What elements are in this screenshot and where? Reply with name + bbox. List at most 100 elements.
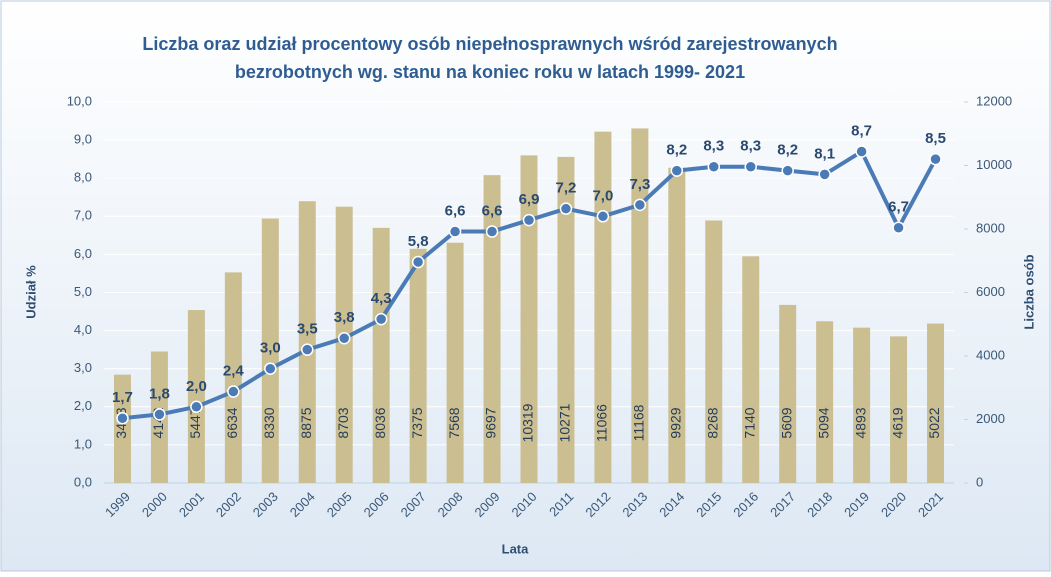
line-label: 6,9 <box>519 191 540 208</box>
y-tick-label: 0,0 <box>74 474 92 489</box>
line-marker <box>892 221 905 234</box>
line-label: 8,1 <box>814 145 835 162</box>
bar <box>372 227 390 483</box>
line-label: 8,2 <box>777 142 798 159</box>
line-label: 5,8 <box>408 233 429 250</box>
bar-label: 11066 <box>594 404 610 442</box>
bar-label: 6634 <box>224 407 240 438</box>
bar-label: 7140 <box>741 407 757 438</box>
bar <box>298 201 316 483</box>
line-label: 2,0 <box>186 378 207 395</box>
y2-tick-label: 12000 <box>976 93 1012 108</box>
line-label: 7,3 <box>629 176 650 193</box>
bar <box>113 374 131 483</box>
line-label: 2,4 <box>223 363 245 380</box>
y-tick-label: 7,0 <box>74 208 92 223</box>
line-marker <box>411 255 425 269</box>
bar-label: 7375 <box>409 407 425 438</box>
line-marker <box>116 411 129 425</box>
bar <box>779 304 797 483</box>
line-label: 8,3 <box>703 138 724 155</box>
line-label: 1,8 <box>149 385 170 402</box>
line-label: 3,0 <box>260 340 281 357</box>
bar <box>668 167 686 483</box>
line-label: 8,5 <box>925 130 946 147</box>
bar-label: 5609 <box>778 407 794 438</box>
line-marker <box>818 168 831 181</box>
line-label: 3,5 <box>297 321 318 338</box>
bar-label: 4619 <box>889 407 905 438</box>
line-label: 7,0 <box>592 187 613 204</box>
chart-title: Liczba oraz udział procentowy osób niepe… <box>142 34 837 54</box>
line-marker <box>374 312 388 326</box>
bar-label: 8703 <box>335 407 351 438</box>
line-marker <box>559 202 573 215</box>
line-label: 1,7 <box>112 389 133 406</box>
bar-label: 10319 <box>520 403 536 442</box>
y-tick-label: 1,0 <box>74 436 92 451</box>
bar <box>557 156 575 483</box>
bar <box>853 327 871 483</box>
line-marker <box>301 343 314 356</box>
line-label: 4,3 <box>371 290 392 307</box>
bar-label: 9929 <box>668 407 684 438</box>
bar <box>816 321 834 483</box>
y2-tick-label: 10000 <box>976 157 1012 172</box>
y2-tick-label: 0 <box>976 474 983 489</box>
y-tick-label: 3,0 <box>74 360 92 375</box>
line-marker <box>781 164 794 177</box>
line-marker <box>337 331 351 345</box>
line-label: 6,7 <box>888 199 909 216</box>
line-marker <box>522 213 536 227</box>
bar-label: 11168 <box>631 404 647 441</box>
bar <box>261 218 279 483</box>
line-label: 3,8 <box>334 309 355 326</box>
line-label: 8,2 <box>666 142 687 159</box>
y-tick-label: 9,0 <box>74 132 92 147</box>
line-marker <box>264 362 277 375</box>
line-marker <box>227 385 240 398</box>
y2-tick-label: 6000 <box>976 284 1005 299</box>
bar-label: 4893 <box>852 407 868 438</box>
line-label: 8,7 <box>851 122 872 139</box>
bar-label: 5447 <box>187 407 203 438</box>
line-label: 6,6 <box>445 203 466 220</box>
line-label: 6,6 <box>482 203 503 220</box>
line-marker <box>855 145 868 158</box>
line-label: 7,2 <box>556 180 577 197</box>
line-marker <box>670 164 684 177</box>
line-marker <box>448 225 462 238</box>
bar <box>705 220 723 483</box>
y-tick-label: 10,0 <box>67 93 92 108</box>
y-tick-label: 5,0 <box>74 284 92 299</box>
bar <box>631 128 649 483</box>
bar <box>409 248 427 483</box>
bar <box>335 206 353 483</box>
line-label: 8,3 <box>740 138 761 155</box>
x-axis-label: Lata <box>502 541 530 556</box>
line-marker <box>744 160 757 174</box>
bar-label: 10271 <box>557 403 573 442</box>
line-marker <box>190 400 203 414</box>
y-tick-label: 6,0 <box>74 246 92 261</box>
y-tick-label: 4,0 <box>74 322 92 337</box>
y-tick-label: 2,0 <box>74 398 92 413</box>
y2-axis-label: Liczba osób <box>1021 254 1036 329</box>
bar-label: 5094 <box>815 407 831 438</box>
bar-label: 8330 <box>261 407 277 438</box>
bar <box>742 256 760 483</box>
bar <box>224 272 242 483</box>
y2-tick-label: 8000 <box>976 220 1005 235</box>
bar-label: 7568 <box>446 407 462 438</box>
line-marker <box>929 152 942 166</box>
chart-title: bezrobotnych wg. stanu na koniec roku w … <box>235 62 745 82</box>
bar <box>890 336 908 483</box>
y-axis-label: Udział % <box>23 265 38 319</box>
y-tick-label: 8,0 <box>74 170 92 185</box>
bar <box>483 175 501 484</box>
bar <box>446 242 464 483</box>
bar-label: 5022 <box>926 407 942 438</box>
line-marker <box>596 210 610 223</box>
bar-label: 8875 <box>298 407 314 438</box>
